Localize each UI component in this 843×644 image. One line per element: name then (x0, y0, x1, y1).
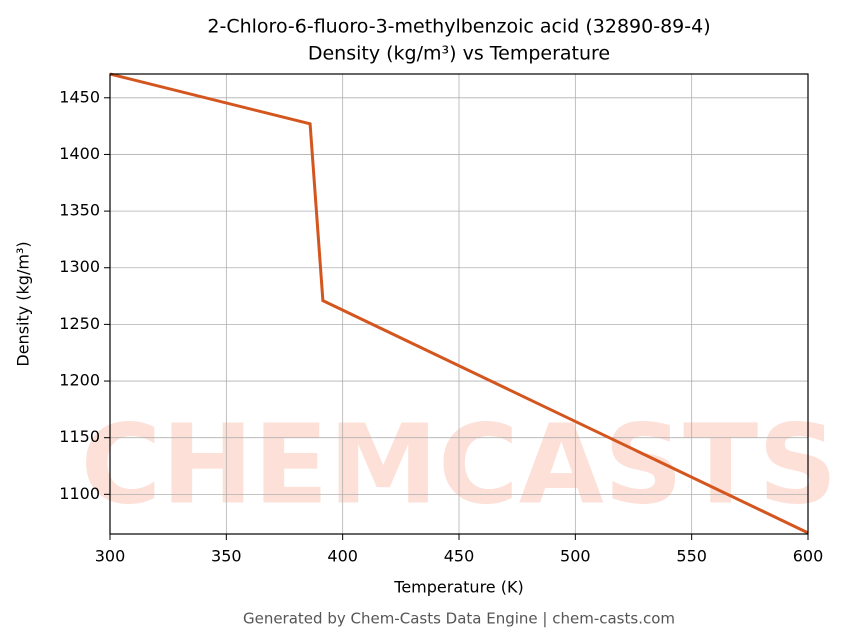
chart-subtitle: Density (kg/m³) vs Temperature (308, 43, 610, 65)
y-tick-label: 1350 (59, 201, 100, 220)
y-tick-label: 1250 (59, 314, 100, 333)
chart-title: 2-Chloro-6-fluoro-3-methylbenzoic acid (… (207, 16, 710, 38)
y-tick-label: 1200 (59, 371, 100, 390)
y-tick-label: 1150 (59, 427, 100, 446)
footer: Generated by Chem-Casts Data Engine | ch… (243, 610, 675, 628)
x-tick-label: 550 (676, 547, 707, 566)
y-axis-label: Density (kg/m³) (14, 241, 33, 366)
x-tick-label: 450 (444, 547, 475, 566)
x-axis-label: Temperature (K) (393, 578, 523, 597)
y-tick-label: 1450 (59, 87, 100, 106)
x-tick-label: 300 (95, 547, 126, 566)
x-tick-label: 400 (327, 547, 358, 566)
plot-frame (109, 73, 809, 535)
x-tick-label: 350 (211, 547, 242, 566)
x-tick-label: 600 (793, 547, 824, 566)
data-line (109, 72, 809, 535)
x-tick-label: 500 (560, 547, 591, 566)
y-tick-label: 1300 (59, 257, 100, 276)
y-tick-label: 1100 (59, 484, 100, 503)
y-tick-label: 1400 (59, 144, 100, 163)
